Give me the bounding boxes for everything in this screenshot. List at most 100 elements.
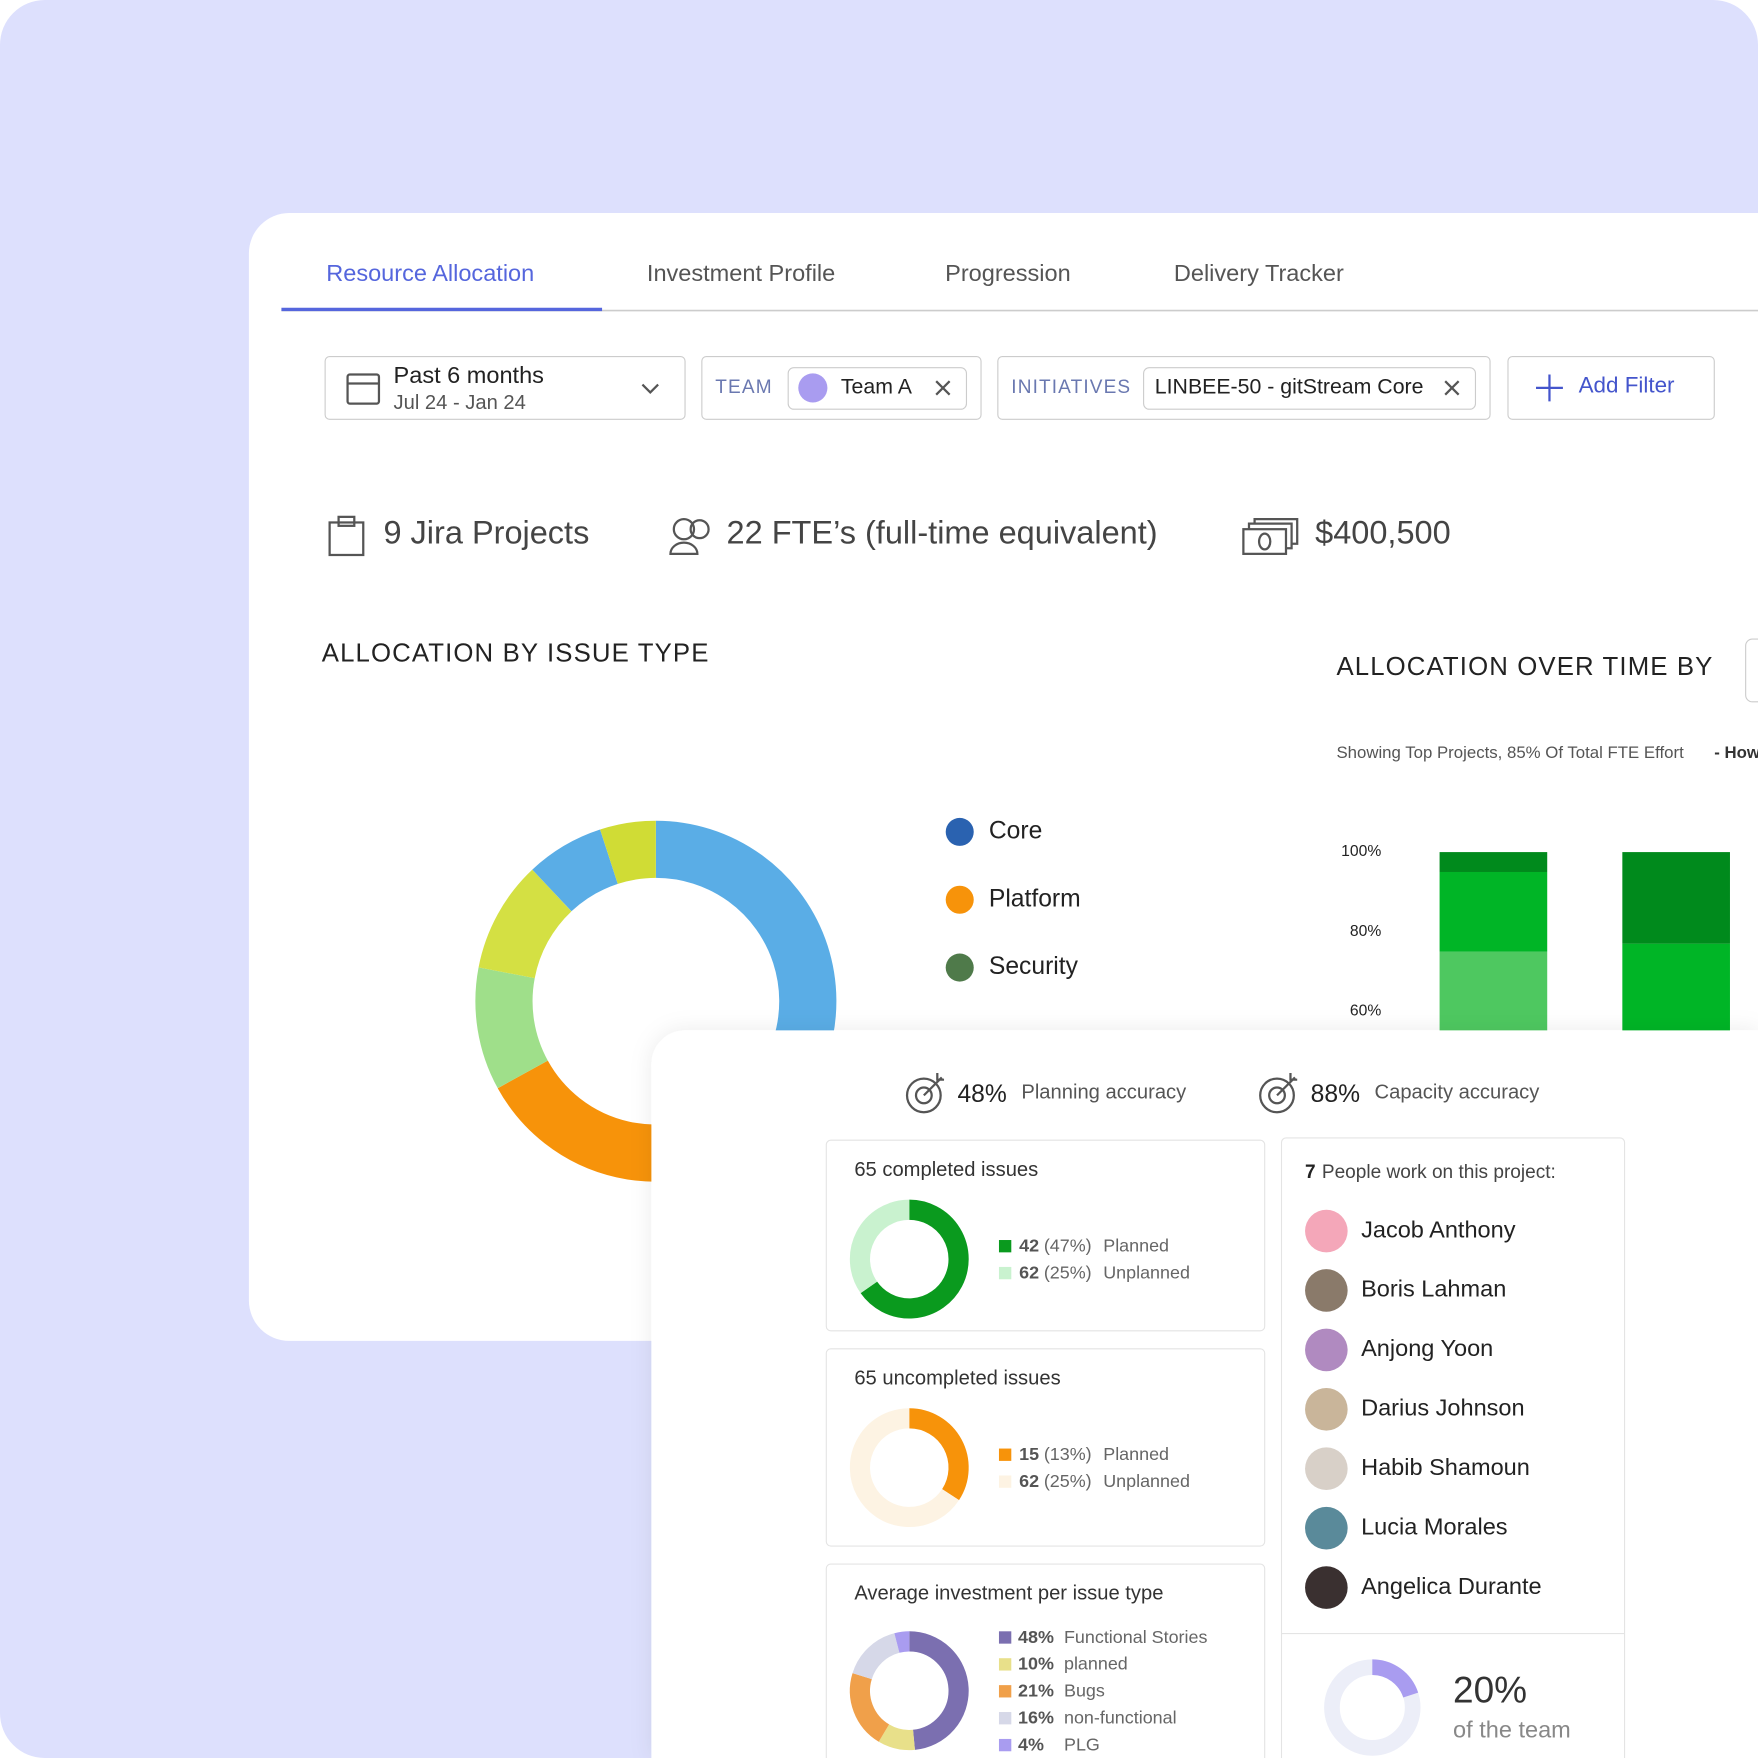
legend-percent: (25%) [1044,1471,1092,1491]
person-name: Lucia Morales [1361,1513,1507,1539]
group-dropdown[interactable] [1745,638,1758,703]
tab[interactable]: Investment Profile [647,260,835,286]
money-icon [1247,517,1299,550]
subtitle: Showing Top Projects, 85% Of Total FTE E… [1336,743,1684,762]
legend-swatch [998,1240,1012,1253]
team-label: TEAM [715,377,772,398]
stat: $400,500 [1315,514,1451,550]
accuracy-label: Capacity accuracy [1375,1081,1541,1103]
target-icon [923,1072,945,1097]
remove-icon[interactable] [935,380,951,396]
legend-label: Planned [1103,1235,1169,1255]
legend-label: Planned [1103,1444,1169,1464]
donut-segment [478,869,573,979]
avatar [1305,1506,1348,1550]
team-value: Team A [841,375,913,399]
clipboard-icon [328,521,365,557]
legend: Core Platform Security [945,817,1081,982]
team-chip[interactable] [787,367,968,410]
tab[interactable]: Resource Allocation [326,260,534,286]
legend-swatch [998,1631,1012,1644]
share-text: of the team [1453,1716,1571,1742]
subtitle-link[interactable]: - How [1714,743,1758,762]
donut-segment [849,1199,910,1294]
card-title: 65 uncompleted issues [854,1367,1060,1389]
legend-count: 42 [1019,1235,1039,1255]
chevron [641,383,659,394]
clock-icon [689,519,710,540]
legend-swatch [998,1658,1012,1671]
legend-count: 15 [1019,1444,1039,1464]
team-avatar [798,373,828,403]
accuracy-label: Planning accuracy [1021,1081,1187,1103]
investment-card [825,1563,1266,1758]
donut-segment [878,1724,915,1751]
stat: 9 Jira Projects [383,514,589,550]
card-title: Average investment per issue type [854,1583,1163,1605]
legend-percent: (13%) [1044,1444,1092,1464]
calendar-icon [346,373,381,405]
avatar [1305,1388,1348,1431]
plus-icon [1536,374,1563,402]
legend-value: 21% [1018,1681,1054,1701]
tab[interactable]: Delivery Tracker [1174,260,1344,286]
legend-swatch [998,1712,1012,1725]
legend-swatch [998,1475,1012,1488]
people-icon [669,541,699,555]
legend-label: Functional Stories [1064,1627,1207,1647]
avatar [1305,1328,1348,1372]
date-filter[interactable] [324,355,686,420]
section-title: ALLOCATION OVER TIME BY [1336,653,1713,681]
avatar [1305,1447,1348,1491]
target-icon [1259,1077,1295,1114]
y-tick-label: 60% [1350,1002,1381,1019]
remove-icon[interactable] [1444,380,1460,396]
person-name: Angelica Durante [1361,1573,1542,1599]
bar-segment [1439,871,1548,952]
donut-segment [475,967,549,1089]
donut-segment [849,1408,960,1527]
legend-label: Security [989,953,1079,980]
completed-card [825,1139,1266,1332]
donut-segment [849,1673,890,1742]
section-title: ALLOCATION BY ISSUE TYPE [322,640,710,668]
people-text: People work on this project: [1322,1162,1556,1183]
initiative-chip[interactable] [1143,367,1477,410]
legend-label: PLG [1064,1734,1100,1754]
accuracy-value: 88% [1311,1081,1360,1108]
legend-swatch [945,953,974,982]
legend-swatch [998,1738,1012,1752]
legend-label: Bugs [1064,1681,1105,1701]
donut-segment [600,820,657,885]
legend-count: 62 [1019,1471,1039,1491]
tab[interactable]: Progression [945,260,1071,286]
stat: 22 FTE’s (full-time equivalent) [727,514,1158,550]
people-count: 7 [1305,1162,1316,1183]
legend-label: Unplanned [1103,1262,1190,1282]
person-name: Boris Lahman [1361,1276,1506,1302]
avatar [1305,1269,1348,1312]
people-icon [672,517,696,541]
donut-segment [908,1631,969,1750]
legend-label: planned [1064,1654,1128,1674]
people-card [1280,1137,1626,1758]
money-icon [1257,532,1272,551]
y-tick-label: 80% [1350,923,1381,940]
legend-swatch [945,817,974,846]
add-filter[interactable] [1507,355,1715,420]
avatar [1305,1566,1348,1609]
share-value: 20% [1453,1670,1527,1711]
bar-segment [1622,852,1730,944]
legend-value: 4% [1018,1734,1044,1754]
legend-percent: (25%) [1044,1262,1092,1282]
legend-label: non-functional [1064,1707,1177,1727]
add-filter-label: Add Filter [1579,373,1675,398]
legend-percent: (47%) [1044,1235,1092,1255]
target-icon [1268,1086,1286,1105]
target-icon [1276,1072,1298,1097]
donut-segment [852,1633,900,1680]
target-icon [905,1077,942,1114]
legend-swatch [945,885,974,914]
